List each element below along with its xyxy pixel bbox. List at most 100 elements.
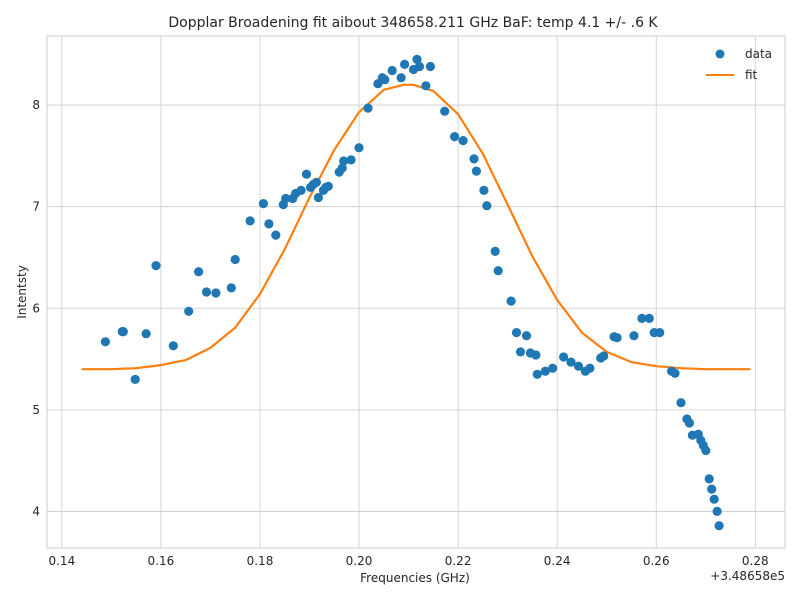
data-point [313, 192, 323, 203]
data-point [118, 327, 128, 337]
data-point [479, 185, 489, 195]
data-point [201, 287, 212, 297]
data-point [440, 106, 450, 116]
y-axis-title: Intentsty [15, 265, 29, 319]
data-point [311, 177, 321, 187]
data-point [151, 261, 161, 271]
data-point [226, 283, 236, 293]
data-point [532, 369, 542, 379]
data-point [482, 201, 492, 211]
data-point [184, 306, 194, 316]
data-point [168, 341, 178, 351]
x-tick-label: 0.26 [643, 554, 670, 568]
data-point [339, 156, 349, 166]
data-point [271, 230, 281, 240]
data-point [709, 494, 719, 504]
data-point [425, 61, 435, 72]
data-point [655, 328, 665, 338]
x-tick-label: 0.20 [346, 554, 373, 568]
data-point [346, 155, 356, 165]
y-tick-label: 4 [32, 504, 40, 518]
x-tick-label: 0.18 [247, 554, 274, 568]
data-point [130, 374, 140, 384]
data-point [100, 337, 110, 347]
data-point [337, 163, 347, 173]
data-point [644, 313, 654, 323]
grid [47, 36, 785, 548]
x-tick-label: 0.28 [742, 554, 769, 568]
data-point [515, 347, 526, 357]
data-point [531, 350, 541, 360]
x-tick-label: 0.14 [48, 554, 75, 568]
data-point [585, 363, 595, 373]
data-point [629, 331, 639, 341]
data-point [493, 266, 503, 276]
data-point [141, 329, 151, 339]
data-point [511, 328, 522, 338]
x-tick-label: 0.24 [544, 554, 571, 568]
y-tick-label: 5 [32, 403, 40, 417]
data-point [421, 81, 431, 91]
data-point [714, 521, 724, 531]
y-tick-label: 6 [32, 301, 40, 315]
x-tick-label: 0.16 [148, 554, 175, 568]
legend: data fit [706, 47, 772, 82]
data-point [230, 254, 240, 265]
data-point [412, 54, 422, 64]
y-tick-labels: 4 5 6 7 8 [32, 98, 40, 518]
y-tick-label: 7 [32, 200, 40, 214]
data-point [670, 368, 680, 378]
data-point [676, 398, 686, 408]
data-point [490, 246, 500, 256]
data-point [258, 199, 268, 209]
x-tick-label: 0.22 [445, 554, 472, 568]
data-point [380, 75, 390, 85]
data-point [301, 169, 312, 179]
data-point [573, 361, 584, 371]
fit-series [81, 83, 751, 371]
x-tick-labels: 0.14 0.16 0.18 0.20 0.22 0.24 0.26 0.28 [48, 554, 768, 568]
chart-title: Dopplar Broadening fit aibout 348658.211… [168, 15, 658, 31]
data-point [281, 193, 291, 204]
data-point [469, 154, 479, 164]
data-point [566, 357, 576, 367]
data-point [701, 445, 711, 456]
data-point [707, 484, 717, 494]
data-point [540, 366, 550, 376]
data-point [506, 296, 516, 306]
data-point [704, 474, 714, 484]
data-point [599, 351, 609, 361]
data-point [458, 136, 468, 146]
data-point [471, 166, 481, 176]
data-point [323, 181, 333, 191]
data-point [354, 143, 364, 153]
data-point [450, 132, 460, 142]
data-point [194, 267, 204, 277]
legend-data-marker [715, 49, 725, 59]
x-offset-label: +3.48658e5 [710, 569, 785, 583]
legend-data-label: data [745, 47, 772, 61]
data-point [264, 219, 274, 229]
data-point [387, 65, 397, 76]
data-point [245, 216, 255, 226]
data-point [296, 185, 306, 195]
data-point [559, 352, 569, 362]
data-point [521, 331, 532, 341]
legend-fit-label: fit [745, 68, 758, 82]
data-point [712, 506, 722, 516]
data-point [396, 73, 406, 83]
data-point [548, 363, 558, 373]
data-point [612, 333, 622, 343]
fit-line [81, 83, 751, 371]
data-point [363, 103, 373, 113]
data-point [684, 418, 695, 428]
data-point [211, 288, 221, 298]
x-axis-title: Frequencies (GHz) [360, 571, 470, 585]
plot-frame [46, 35, 786, 549]
data-series [100, 54, 724, 531]
data-point [414, 61, 425, 72]
data-point [400, 59, 410, 69]
y-tick-label: 8 [32, 98, 40, 112]
